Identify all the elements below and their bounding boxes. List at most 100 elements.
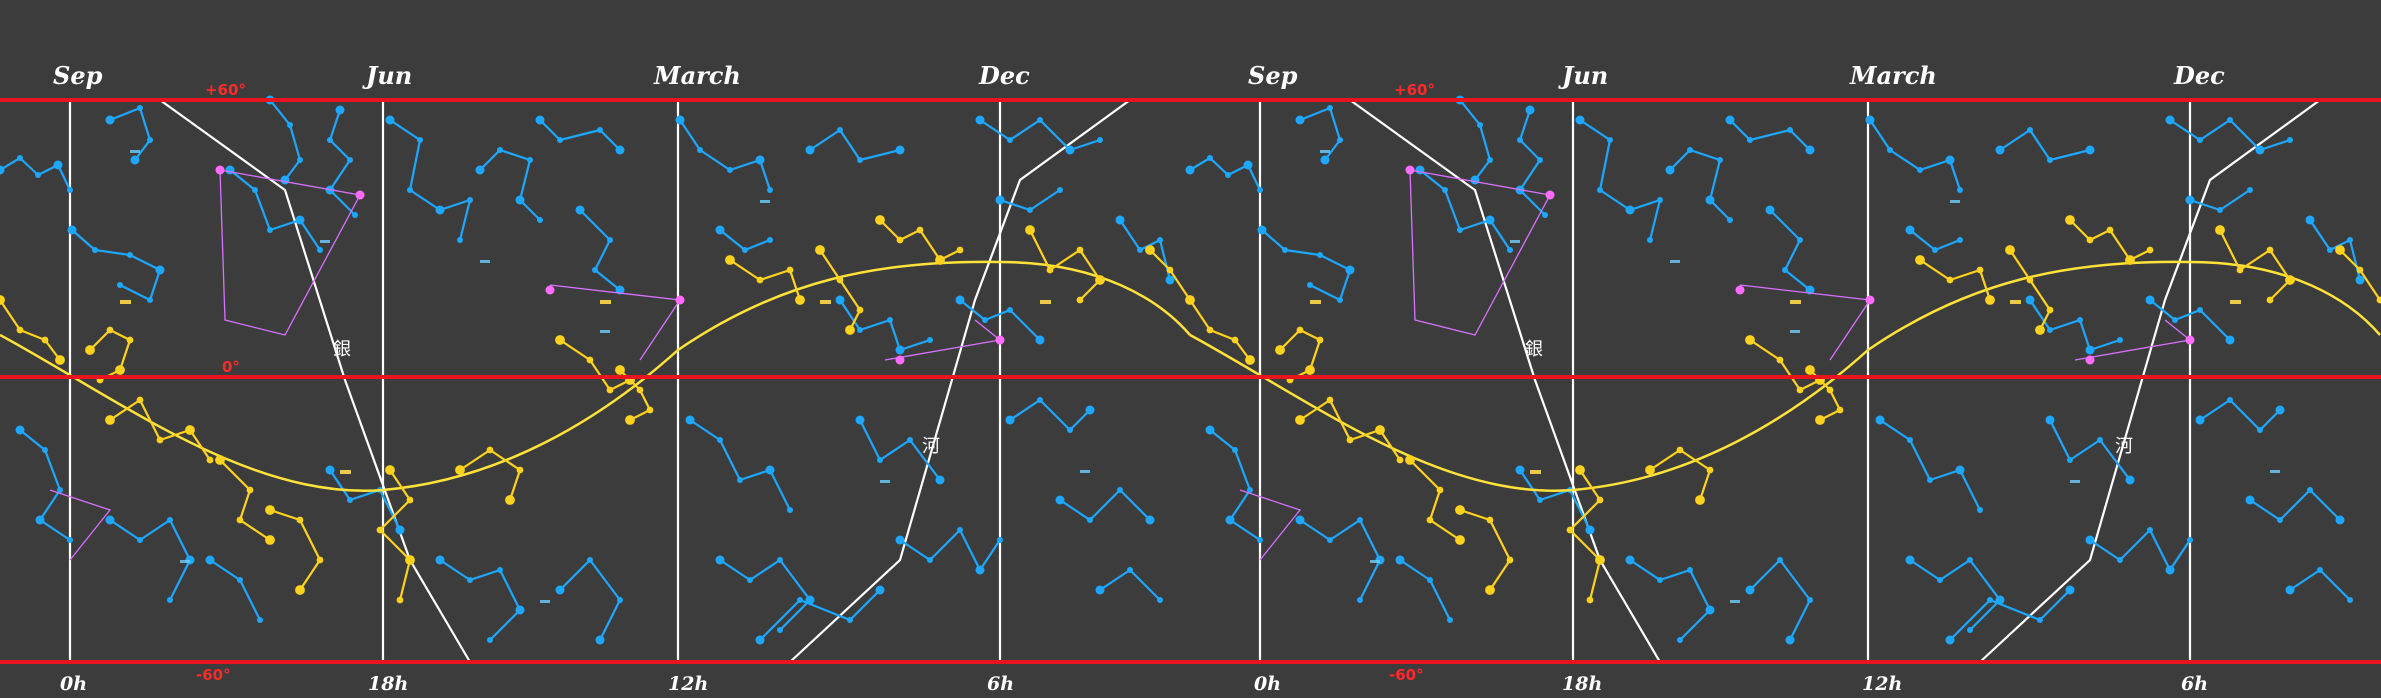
star-icon [1706, 466, 1714, 474]
star-icon [1937, 577, 1943, 583]
star-icon [1415, 165, 1425, 175]
lunar-mansion-star-icon [2185, 335, 2195, 345]
star-icon [1027, 207, 1033, 213]
star-icon [765, 465, 775, 475]
star-icon [1995, 145, 2005, 155]
label-mark [1310, 300, 1321, 304]
star-icon [1597, 187, 1603, 193]
label-mark [760, 200, 770, 203]
star-icon [147, 137, 153, 143]
star-icon [1065, 145, 1075, 155]
star-icon [1525, 105, 1535, 115]
constellation-15 [995, 187, 1063, 213]
star-icon [1782, 267, 1788, 273]
star-icon [225, 165, 235, 175]
star-icon [805, 145, 815, 155]
galaxy-label-left: 銀 [333, 339, 351, 360]
star-icon [1206, 326, 1214, 334]
star-icon [147, 297, 153, 303]
star-icon [1745, 335, 1755, 345]
star-icon [385, 115, 395, 125]
star-icon [252, 187, 258, 193]
star-icon [2047, 157, 2053, 163]
star-icon [2347, 597, 2353, 603]
constellation-7 [475, 147, 543, 223]
zodiac-constellation-1 [85, 326, 134, 384]
star-icon [1067, 427, 1073, 433]
star-icon [2285, 585, 2295, 595]
milky-way-edge-east [1979, 99, 2321, 663]
star-icon [625, 415, 635, 425]
zodiac-constellation-2 [105, 396, 214, 464]
star-icon [137, 537, 143, 543]
constellation-28 [1005, 397, 1095, 433]
star-icon [1085, 405, 1095, 415]
star-icon [1585, 525, 1595, 535]
star-icon [1457, 227, 1463, 233]
star-icon [352, 212, 358, 218]
star-icon [1035, 335, 1045, 345]
dec-label-bottom-right: -60° [1389, 666, 1424, 684]
star-icon [2067, 457, 2073, 463]
constellation-25 [755, 585, 885, 645]
star-icon [1967, 627, 1973, 633]
star-icon [1907, 437, 1913, 443]
star-icon [265, 535, 275, 545]
star-icon [2227, 397, 2233, 403]
constellation-10 [675, 115, 773, 193]
star-icon [457, 237, 463, 243]
star-icon [1326, 396, 1334, 404]
label-mark [1530, 470, 1541, 474]
star-icon [1645, 465, 1655, 475]
month-label-jun-2: Jun [1558, 61, 1608, 90]
star-icon [1705, 195, 1715, 205]
hour-label-0h-2: 0h [1254, 673, 1281, 695]
star-icon [1745, 585, 1755, 595]
star-icon [587, 557, 593, 563]
star-icon [1375, 425, 1385, 435]
star-icon [2236, 266, 2244, 274]
month-label-dec-1: Dec [978, 61, 1030, 90]
label-mark [130, 150, 140, 153]
star-icon [2125, 475, 2135, 485]
star-icon [2146, 246, 2154, 254]
star-icon [1345, 265, 1355, 275]
star-icon [575, 205, 585, 215]
star-icon [727, 167, 733, 173]
star-icon [15, 425, 25, 435]
star-icon [435, 555, 445, 565]
star-icon [215, 455, 225, 465]
star-icon [347, 157, 353, 163]
star-icon [455, 465, 465, 475]
star-icon [267, 227, 273, 233]
star-icon [606, 386, 614, 394]
star-icon [1157, 597, 1163, 603]
star-icon [2165, 565, 2175, 575]
zodiac-constellation-5 [376, 465, 415, 604]
constellation-7 [1665, 147, 1733, 223]
star-icon [2125, 255, 2135, 265]
constellation-12 [805, 127, 905, 163]
star-icon [1275, 345, 1285, 355]
star-icon [1647, 237, 1653, 243]
label-mark [120, 300, 131, 304]
lunar-mansion-star-icon [1405, 165, 1415, 175]
star-icon [505, 495, 515, 505]
star-icon [1625, 205, 1635, 215]
dec-label-top-right: +60° [1394, 81, 1435, 99]
star-icon [1586, 596, 1594, 604]
star-icon [755, 635, 765, 645]
star-icon [895, 535, 905, 545]
lunar-mansion-link [49, 489, 112, 561]
lunar-mansion-star-icon [1865, 295, 1875, 305]
zodiac-constellation-1 [1275, 326, 1324, 384]
star-icon [497, 147, 503, 153]
star-icon [327, 137, 333, 143]
star-icon [2195, 415, 2205, 425]
constellation-12 [1995, 127, 2095, 163]
star-icon [2145, 295, 2155, 305]
star-icon [53, 160, 63, 170]
star-icon [1967, 557, 1973, 563]
star-icon [1157, 237, 1163, 243]
star-icon [2245, 495, 2255, 505]
